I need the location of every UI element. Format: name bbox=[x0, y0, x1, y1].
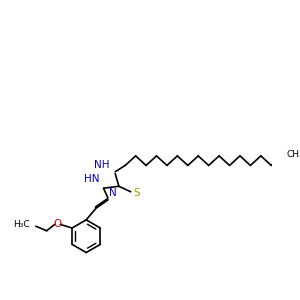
Text: CH₃: CH₃ bbox=[286, 150, 300, 159]
Text: S: S bbox=[134, 188, 140, 198]
Text: NH: NH bbox=[94, 160, 110, 170]
Text: N: N bbox=[109, 188, 117, 198]
Text: H₃C: H₃C bbox=[13, 220, 29, 229]
Text: HN: HN bbox=[84, 175, 100, 184]
Text: O: O bbox=[53, 219, 62, 230]
